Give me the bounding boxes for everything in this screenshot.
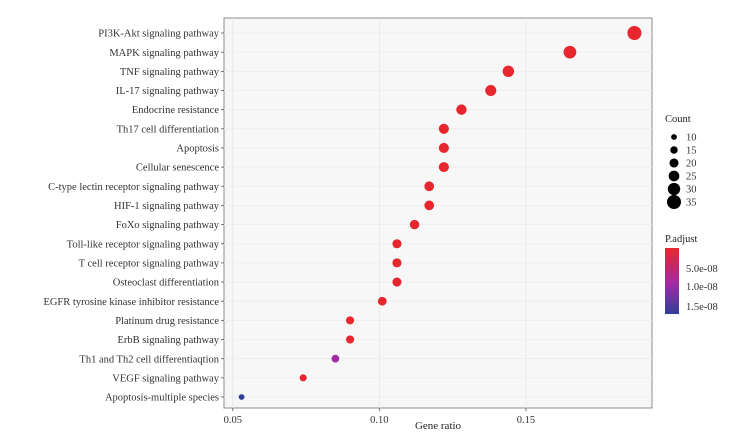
size-legend: Count 10 15 20 25 30 35	[665, 114, 697, 209]
data-point	[563, 45, 577, 59]
data-point	[438, 162, 449, 173]
data-point	[346, 335, 355, 344]
size-legend-dot	[667, 195, 681, 209]
x-tick-label: 0.15	[517, 415, 535, 426]
plot-panel	[223, 17, 653, 409]
size-legend-dot	[670, 146, 678, 154]
size-legend-label: 35	[686, 198, 697, 209]
data-point	[377, 296, 387, 306]
color-legend-bar	[665, 248, 679, 314]
y-tick-label: Osteoclast differentiation	[113, 278, 220, 289]
y-tick-label: ErbB signaling pathway	[118, 335, 220, 346]
y-tick-label: Th1 and Th2 cell differentiaqtion	[79, 354, 219, 365]
y-tick-label: TNF signaling pathway	[120, 67, 220, 78]
grid-lines	[224, 18, 652, 408]
size-legend-label: 20	[686, 159, 697, 170]
size-legend-label: 15	[686, 146, 697, 157]
data-point	[438, 123, 449, 134]
data-point	[424, 200, 435, 211]
data-point	[424, 181, 435, 192]
y-tick-label: T cell receptor signaling pathway	[79, 258, 220, 269]
size-legend-dot	[669, 158, 679, 168]
x-axis: 0.05 0.10 0.15	[224, 408, 535, 426]
data-point	[485, 84, 497, 96]
y-tick-label: Apoptosis-multiple species	[105, 393, 219, 404]
color-legend-label: 5.0e-08	[686, 264, 718, 275]
size-legend-title: Count	[665, 114, 691, 125]
size-legend-dot	[668, 170, 680, 182]
color-legend: P.adjust 5.0e-08 1.0e-08 1.5e-08	[665, 234, 718, 314]
data-point	[299, 374, 307, 382]
x-tick-label: 0.05	[224, 415, 242, 426]
data-point	[331, 354, 340, 363]
y-tick-label: Endocrine resistance	[132, 105, 220, 116]
y-tick-label: Th17 cell differentiation	[117, 124, 220, 135]
data-point	[409, 219, 420, 230]
data-point	[392, 277, 402, 287]
data-point	[438, 142, 449, 153]
size-legend-label: 10	[686, 133, 697, 144]
color-legend-label: 1.0e-08	[686, 282, 718, 293]
y-tick-label: VEGF signaling pathway	[112, 373, 219, 384]
y-tick-label: MAPK signaling pathway	[109, 48, 219, 59]
y-axis: PI3K-Akt signaling pathway MAPK signaling…	[43, 29, 224, 404]
x-tick-label: 0.10	[370, 415, 388, 426]
y-tick-label: Apoptosis	[176, 144, 219, 155]
color-legend-title: P.adjust	[665, 234, 697, 245]
y-tick-label: Platinum drug resistance	[115, 316, 219, 327]
data-point	[392, 239, 402, 249]
size-legend-label: 30	[686, 185, 697, 196]
y-tick-label: IL-17 signaling pathway	[116, 86, 220, 97]
y-tick-label: Toll-like receptor signaling pathway	[67, 239, 220, 250]
data-point	[456, 104, 467, 115]
size-legend-label: 25	[686, 172, 697, 183]
data-point	[238, 394, 245, 400]
data-point	[392, 258, 402, 268]
x-axis-label: Gene ratio	[415, 420, 462, 432]
y-tick-label: FoXo signaling pathway	[116, 220, 220, 231]
y-tick-label: PI3K-Akt signaling pathway	[98, 29, 219, 40]
color-legend-label: 1.5e-08	[686, 302, 718, 313]
data-point	[502, 65, 515, 78]
size-legend-dot	[671, 134, 677, 140]
y-tick-label: EGFR tyrosine kinase inhibitor resistanc…	[43, 297, 219, 308]
data-point	[346, 316, 355, 325]
data-points	[238, 26, 642, 400]
y-tick-label: HIF-1 signaling pathway	[114, 201, 220, 212]
y-tick-label: C-type lectin receptor signaling pathway	[48, 182, 220, 193]
size-legend-dot	[667, 182, 681, 196]
data-point	[627, 26, 642, 40]
y-tick-label: Cellular senescence	[136, 163, 219, 174]
